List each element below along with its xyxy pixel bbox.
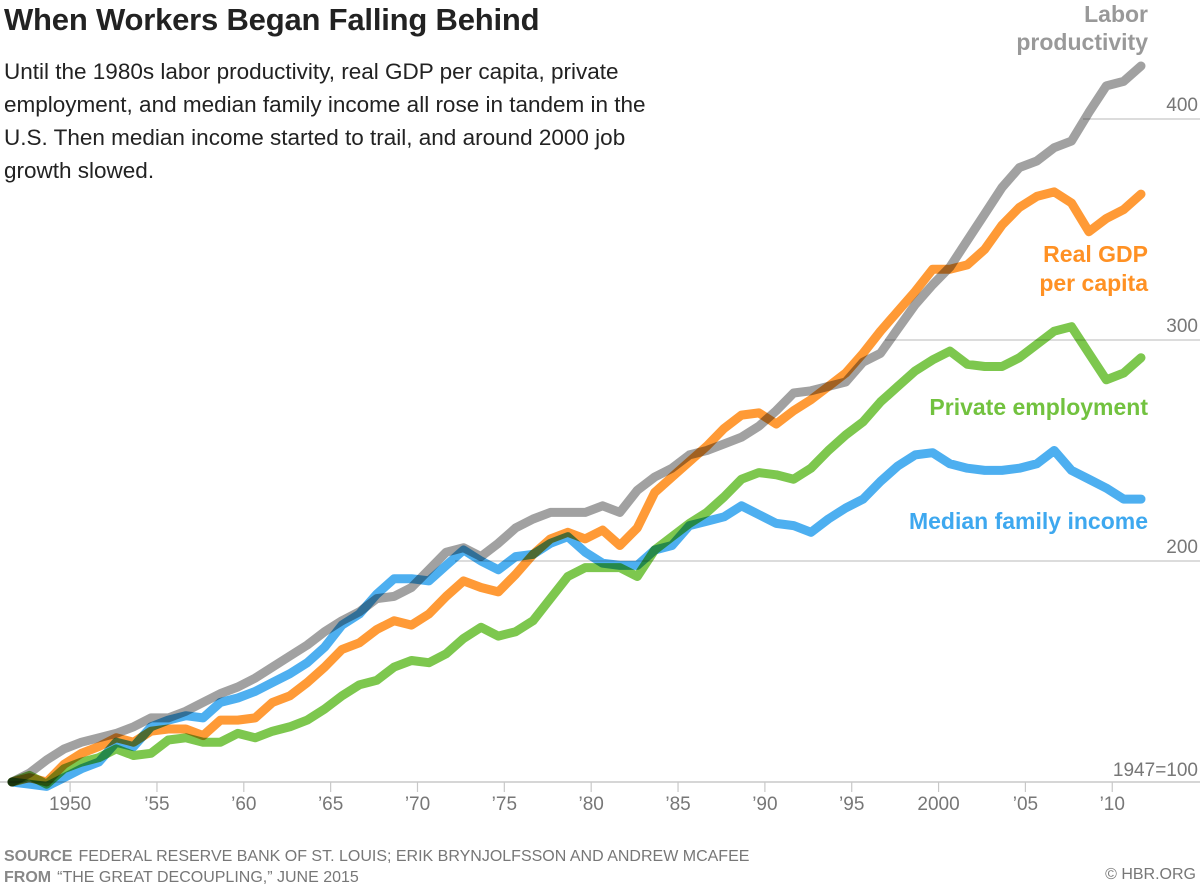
- x-tick-label: ’70: [405, 794, 430, 815]
- x-tick-label: 1950: [49, 794, 91, 815]
- x-tick-label: ’55: [144, 794, 169, 815]
- footer: SOURCE FEDERAL RESERVE BANK OF ST. LOUIS;…: [4, 846, 749, 888]
- real-gdp-per-capita-label: per capita: [1039, 270, 1148, 296]
- labor-productivity-label: productivity: [1016, 29, 1148, 55]
- series-lines: [7, 61, 1146, 791]
- x-tick-label: ’85: [665, 794, 690, 815]
- median-family-income-line: [7, 446, 1146, 791]
- from-label: FROM: [4, 869, 52, 886]
- x-tick-label: ’10: [1100, 794, 1125, 815]
- labor-productivity-line: [7, 61, 1146, 787]
- base-note: 1947=100: [1113, 760, 1198, 781]
- gridlines: 200 300 400: [455, 95, 1200, 562]
- labor-productivity-label: Labor: [1084, 1, 1148, 27]
- chart-title: When Workers Began Falling Behind: [4, 2, 540, 37]
- median-family-income-label: Median family income: [909, 508, 1148, 534]
- real-gdp-per-capita-line: [7, 187, 1146, 787]
- real-gdp-per-capita-label: Real GDP: [1043, 241, 1148, 267]
- x-tick-label: 2000: [917, 794, 959, 815]
- x-tick-label: ’75: [492, 794, 517, 815]
- y-tick-label: 400: [1166, 95, 1198, 116]
- private-employment-label: Private employment: [929, 394, 1148, 420]
- x-axis: 1950 ’55 ’60 ’65 ’70 ’75 ’80 ’85 ’90 ’95 2000 ’05 ’1…: [0, 781, 1200, 815]
- source-label: SOURCE: [4, 848, 73, 865]
- source-line: SOURCE FEDERAL RESERVE BANK OF ST. LOUIS;…: [4, 846, 749, 867]
- x-tick-label: ’05: [1013, 794, 1038, 815]
- chart-subtitle: Until the 1980s labor productivity, real…: [4, 59, 646, 183]
- x-tick-label: ’95: [839, 794, 864, 815]
- copyright: © HBR.ORG: [1105, 866, 1196, 883]
- from-text: “THE GREAT DECOUPLING,” JUNE 2015: [57, 869, 359, 886]
- from-line: FROM “THE GREAT DECOUPLING,” JUNE 2015: [4, 867, 749, 888]
- source-text: FEDERAL RESERVE BANK OF ST. LOUIS; ERIK …: [78, 848, 750, 865]
- y-tick-label: 300: [1166, 316, 1198, 337]
- x-tick-label: ’90: [752, 794, 777, 815]
- x-tick-label: ’80: [579, 794, 604, 815]
- x-tick-label: ’60: [231, 794, 256, 815]
- y-tick-label: 200: [1166, 537, 1198, 558]
- private-employment-line: [7, 322, 1146, 789]
- x-tick-label: ’65: [318, 794, 343, 815]
